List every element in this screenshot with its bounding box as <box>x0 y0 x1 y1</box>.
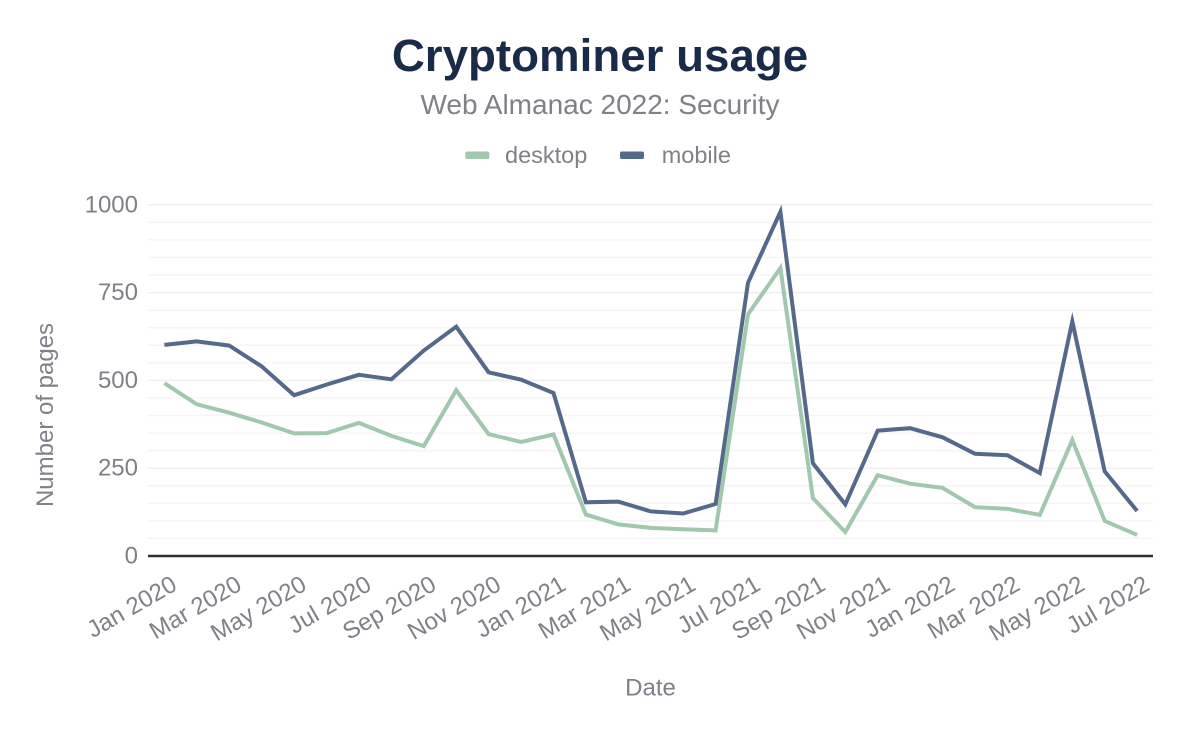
svg-text:750: 750 <box>98 279 138 306</box>
svg-text:500: 500 <box>98 367 138 394</box>
svg-text:Date: Date <box>625 675 676 702</box>
svg-text:mobile: mobile <box>662 142 731 168</box>
svg-text:desktop: desktop <box>505 142 587 168</box>
svg-text:Web Almanac 2022: Security: Web Almanac 2022: Security <box>420 89 779 120</box>
svg-text:250: 250 <box>98 455 138 482</box>
svg-text:0: 0 <box>125 543 138 570</box>
svg-text:Number of pages: Number of pages <box>32 323 59 507</box>
svg-text:Cryptominer usage: Cryptominer usage <box>392 30 808 81</box>
svg-text:1000: 1000 <box>85 191 138 218</box>
